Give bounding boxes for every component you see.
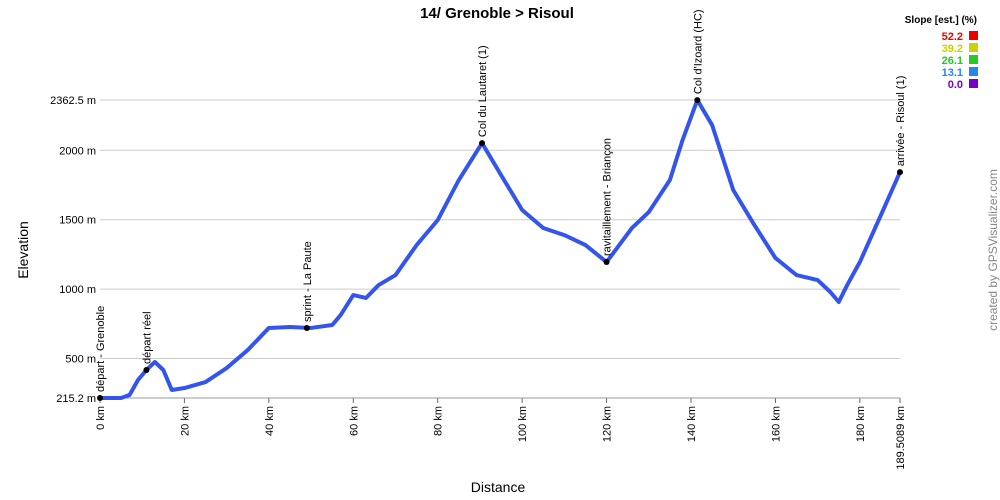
legend-label: 0.0 xyxy=(948,79,963,91)
x-tick-label: 20 km xyxy=(179,406,191,436)
y-tick-label: 215.2 m xyxy=(56,393,96,405)
x-tick-label: 120 km xyxy=(602,406,614,442)
waypoint-label: départ - Grenoble xyxy=(95,306,107,392)
waypoint xyxy=(303,324,310,331)
y-tick-label: 1000 m xyxy=(59,284,96,296)
waypoint-label: arrivée - Risoul (1) xyxy=(895,76,907,166)
legend-swatch xyxy=(969,31,978,40)
y-tick-label: 2362.5 m xyxy=(50,95,96,107)
x-tick-label: 0 km xyxy=(95,406,107,430)
y-tick-label: 500 m xyxy=(65,353,96,365)
waypoint xyxy=(143,366,150,373)
legend-swatch xyxy=(969,67,978,76)
waypoint-label: ravitaillement - Briançon xyxy=(602,138,614,256)
elevation-line xyxy=(100,98,902,401)
x-tick-label: 180 km xyxy=(855,406,867,442)
chart-title: 14/ Grenoble > Risoul xyxy=(420,5,574,22)
waypoint xyxy=(97,395,103,402)
legend-swatch xyxy=(969,79,978,88)
credit: created by GPSVisualizer.com xyxy=(986,169,1000,331)
x-tick-label: 100 km xyxy=(517,406,529,442)
x-tick-label: 40 km xyxy=(264,406,276,436)
waypoint-label: Col d'Izoard (HC) xyxy=(692,9,704,94)
x-tick-label: 80 km xyxy=(433,406,445,436)
x-tick-label: 189.5089 km xyxy=(895,406,907,470)
legend-swatch xyxy=(969,43,978,52)
legend-swatch xyxy=(969,55,978,64)
waypoint xyxy=(479,140,486,147)
legend-title: Slope [est.] (%) xyxy=(905,15,977,26)
waypoint xyxy=(603,259,610,266)
x-tick-label: 60 km xyxy=(348,406,360,436)
y-tick-label: 2000 m xyxy=(59,145,96,157)
x-tick-label: 160 km xyxy=(770,406,782,442)
y-axis-label: Elevation xyxy=(15,221,31,279)
legend-label: 52.2 xyxy=(942,31,963,43)
legend-label: 26.1 xyxy=(942,55,963,67)
legend-label: 39.2 xyxy=(942,43,963,55)
waypoint-label: Col du Lautaret (1) xyxy=(477,45,489,137)
waypoint xyxy=(694,97,701,104)
y-tick-label: 1500 m xyxy=(59,215,96,227)
x-tick-label: 140 km xyxy=(686,406,698,442)
waypoint-label: sprint - La Paute xyxy=(302,241,314,322)
legend-label: 13.1 xyxy=(942,67,963,79)
waypoint xyxy=(897,169,903,176)
x-axis-label: Distance xyxy=(471,479,526,495)
waypoint-label: départ réel xyxy=(141,311,153,364)
